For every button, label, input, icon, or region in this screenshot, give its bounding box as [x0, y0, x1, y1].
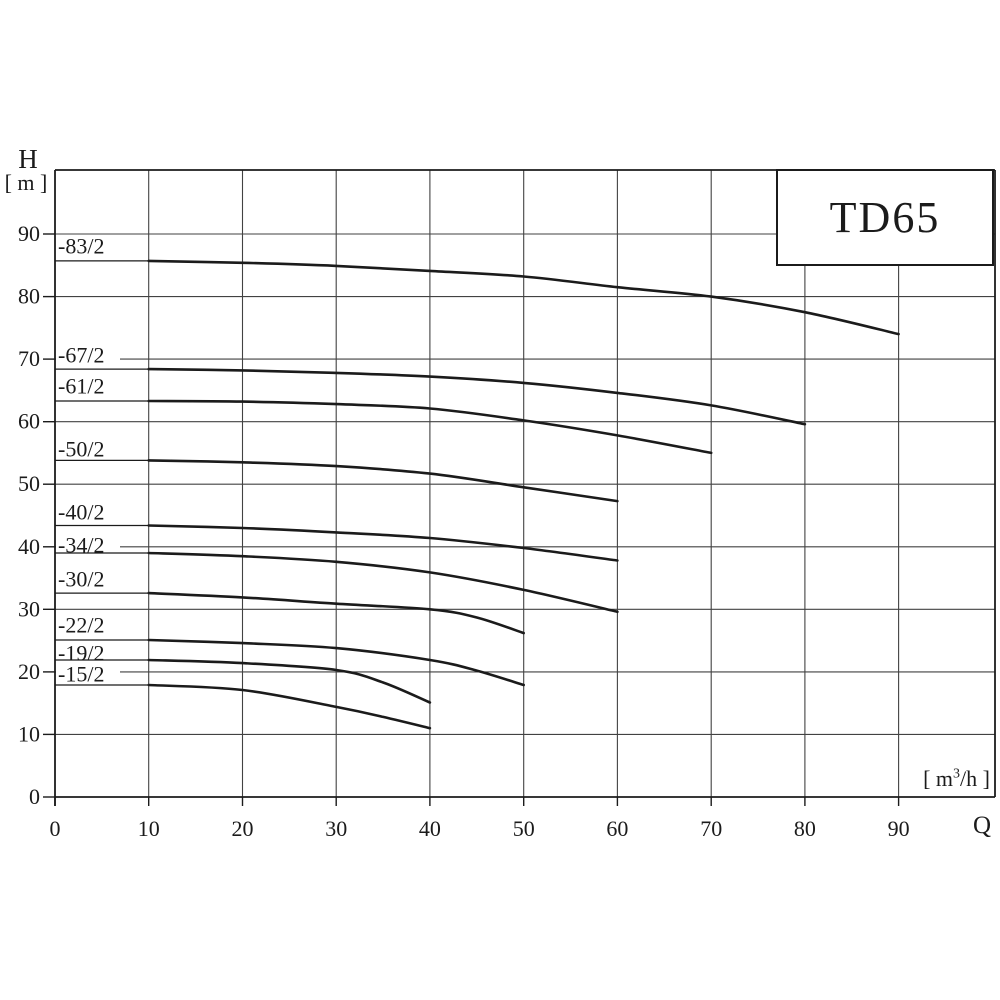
curve-label-50-2: -50/2 [58, 437, 104, 462]
x-tick-label-60: 60 [606, 816, 628, 841]
y-tick-label-70: 70 [18, 346, 40, 371]
x-axis-unit: [ m3/h ] [856, 766, 990, 791]
x-tick-label-80: 80 [794, 816, 816, 841]
curve-label-61-2: -61/2 [58, 374, 104, 399]
curve-label-patch-15-2 [56, 663, 120, 685]
x-tick-label-30: 30 [325, 816, 347, 841]
y-tick-label-80: 80 [18, 284, 40, 309]
curve-label-patch-61-2 [56, 375, 120, 397]
curve-label-34-2: -34/2 [58, 533, 104, 558]
curve-15-2 [147, 683, 432, 730]
chart-title: TD65 [829, 193, 941, 242]
curve-label-19-2: -19/2 [58, 641, 104, 666]
curve-label-22-2: -22/2 [58, 613, 104, 638]
y-tick-label-20: 20 [18, 659, 40, 684]
chart-title-box [776, 169, 994, 266]
curve-label-patch-30-2 [56, 568, 120, 590]
x-tick-label-40: 40 [419, 816, 441, 841]
x-axis-unit-superscript: 3 [953, 766, 961, 782]
y-tick-label-10: 10 [18, 721, 40, 746]
x-axis-unit-prefix: [ m [923, 766, 954, 791]
curve-label-patch-19-2 [56, 642, 120, 664]
y-axis-symbol: H [18, 144, 38, 174]
y-tick-label-90: 90 [18, 221, 40, 246]
curve-34-2 [147, 551, 619, 614]
curve-40-2 [147, 524, 619, 562]
curve-19-2 [147, 658, 432, 704]
y-axis-unit: [ m ] [4, 170, 48, 195]
curve-label-83-2: -83/2 [58, 234, 104, 259]
x-tick-label-50: 50 [513, 816, 535, 841]
curve-label-patch-67-2 [56, 344, 120, 366]
y-tick-label-50: 50 [18, 471, 40, 496]
y-tick-label-0: 0 [29, 784, 40, 809]
curve-label-30-2: -30/2 [58, 567, 104, 592]
curve-50-2 [147, 459, 619, 503]
x-tick-label-70: 70 [700, 816, 722, 841]
y-tick-label-40: 40 [18, 534, 40, 559]
x-tick-label-0: 0 [50, 816, 61, 841]
curve-label-67-2: -67/2 [58, 343, 104, 368]
curve-label-patch-83-2 [56, 235, 120, 257]
curve-61-2 [147, 399, 713, 455]
curve-label-patch-22-2 [56, 614, 120, 636]
x-tick-label-10: 10 [138, 816, 160, 841]
curve-label-patch-50-2 [56, 438, 120, 460]
y-tick-label-60: 60 [18, 409, 40, 434]
curve-67-2 [147, 367, 807, 426]
y-tick-label-30: 30 [18, 596, 40, 621]
x-axis-unit-suffix: /h ] [960, 766, 990, 791]
curve-label-15-2: -15/2 [58, 662, 104, 687]
curve-30-2 [147, 591, 525, 635]
curve-label-patch-40-2 [56, 501, 120, 523]
x-tick-label-90: 90 [888, 816, 910, 841]
curve-label-40-2: -40/2 [58, 500, 104, 525]
curve-83-2 [147, 259, 900, 336]
curve-22-2 [147, 638, 525, 687]
curve-label-patch-34-2 [56, 534, 120, 556]
x-tick-label-20: 20 [232, 816, 254, 841]
x-axis-symbol: Q [972, 812, 992, 839]
